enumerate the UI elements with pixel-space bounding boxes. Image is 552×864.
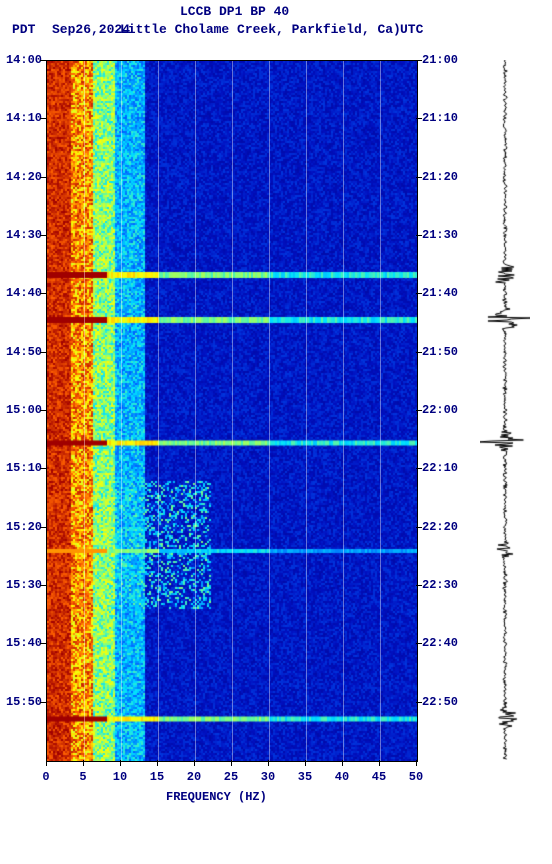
spectrogram-plot [46,60,418,762]
tick-mark [416,468,422,469]
y-tick-right: 21:20 [422,170,458,184]
y-tick-left: 15:20 [0,520,42,534]
tick-mark [40,643,46,644]
tick-mark [46,760,47,766]
y-tick-right: 21:40 [422,286,458,300]
tick-mark [83,760,84,766]
date-label: Sep26,2024 [52,22,130,37]
y-tick-right: 22:20 [422,520,458,534]
gridline [195,61,196,761]
x-tick: 30 [261,770,275,784]
chart-title: LCCB DP1 BP 40 [180,4,289,19]
tick-mark [379,760,380,766]
y-tick-left: 15:40 [0,636,42,650]
tick-mark [342,760,343,766]
y-tick-right: 21:30 [422,228,458,242]
x-tick: 50 [409,770,423,784]
tick-mark [120,760,121,766]
tick-mark [40,468,46,469]
x-tick: 15 [150,770,164,784]
x-axis-label: FREQUENCY (HZ) [166,790,267,804]
y-tick-right: 21:00 [422,53,458,67]
y-tick-left: 14:40 [0,286,42,300]
tick-mark [231,760,232,766]
gridline [269,61,270,761]
tick-mark [305,760,306,766]
y-tick-right: 22:10 [422,461,458,475]
x-tick: 35 [298,770,312,784]
tick-mark [40,702,46,703]
gridline [84,61,85,761]
tick-mark [416,352,422,353]
y-tick-left: 14:20 [0,170,42,184]
y-tick-right: 21:50 [422,345,458,359]
tick-mark [416,585,422,586]
tick-mark [40,235,46,236]
y-tick-left: 15:30 [0,578,42,592]
y-tick-right: 21:10 [422,111,458,125]
tick-mark [416,177,422,178]
tick-mark [416,702,422,703]
gridline [380,61,381,761]
y-tick-left: 14:00 [0,53,42,67]
tick-mark [157,760,158,766]
tick-mark [40,60,46,61]
y-tick-left: 14:50 [0,345,42,359]
tick-mark [416,235,422,236]
tick-mark [416,118,422,119]
tick-mark [416,760,417,766]
gridline [343,61,344,761]
waveform-canvas [480,60,530,760]
tz-left-label: PDT [12,22,35,37]
x-tick: 0 [42,770,49,784]
x-tick: 40 [335,770,349,784]
tick-mark [40,585,46,586]
gridline [306,61,307,761]
y-tick-right: 22:50 [422,695,458,709]
tick-mark [416,60,422,61]
tick-mark [40,352,46,353]
x-tick: 25 [224,770,238,784]
x-tick: 10 [113,770,127,784]
y-tick-right: 22:00 [422,403,458,417]
y-tick-right: 22:40 [422,636,458,650]
tick-mark [40,177,46,178]
tick-mark [416,293,422,294]
tick-mark [40,410,46,411]
tz-right-label: UTC [400,22,423,37]
waveform-panel [480,60,530,760]
x-tick: 20 [187,770,201,784]
tick-mark [268,760,269,766]
y-tick-left: 15:10 [0,461,42,475]
y-tick-left: 14:30 [0,228,42,242]
gridline [158,61,159,761]
tick-mark [416,410,422,411]
tick-mark [194,760,195,766]
tick-mark [416,643,422,644]
tick-mark [40,527,46,528]
tick-mark [416,527,422,528]
y-tick-left: 14:10 [0,111,42,125]
x-tick: 5 [79,770,86,784]
tick-mark [40,118,46,119]
gridline [121,61,122,761]
x-tick: 45 [372,770,386,784]
location-label: Little Cholame Creek, Parkfield, Ca) [120,22,401,37]
tick-mark [40,293,46,294]
y-tick-right: 22:30 [422,578,458,592]
gridline [232,61,233,761]
y-tick-left: 15:50 [0,695,42,709]
y-tick-left: 15:00 [0,403,42,417]
